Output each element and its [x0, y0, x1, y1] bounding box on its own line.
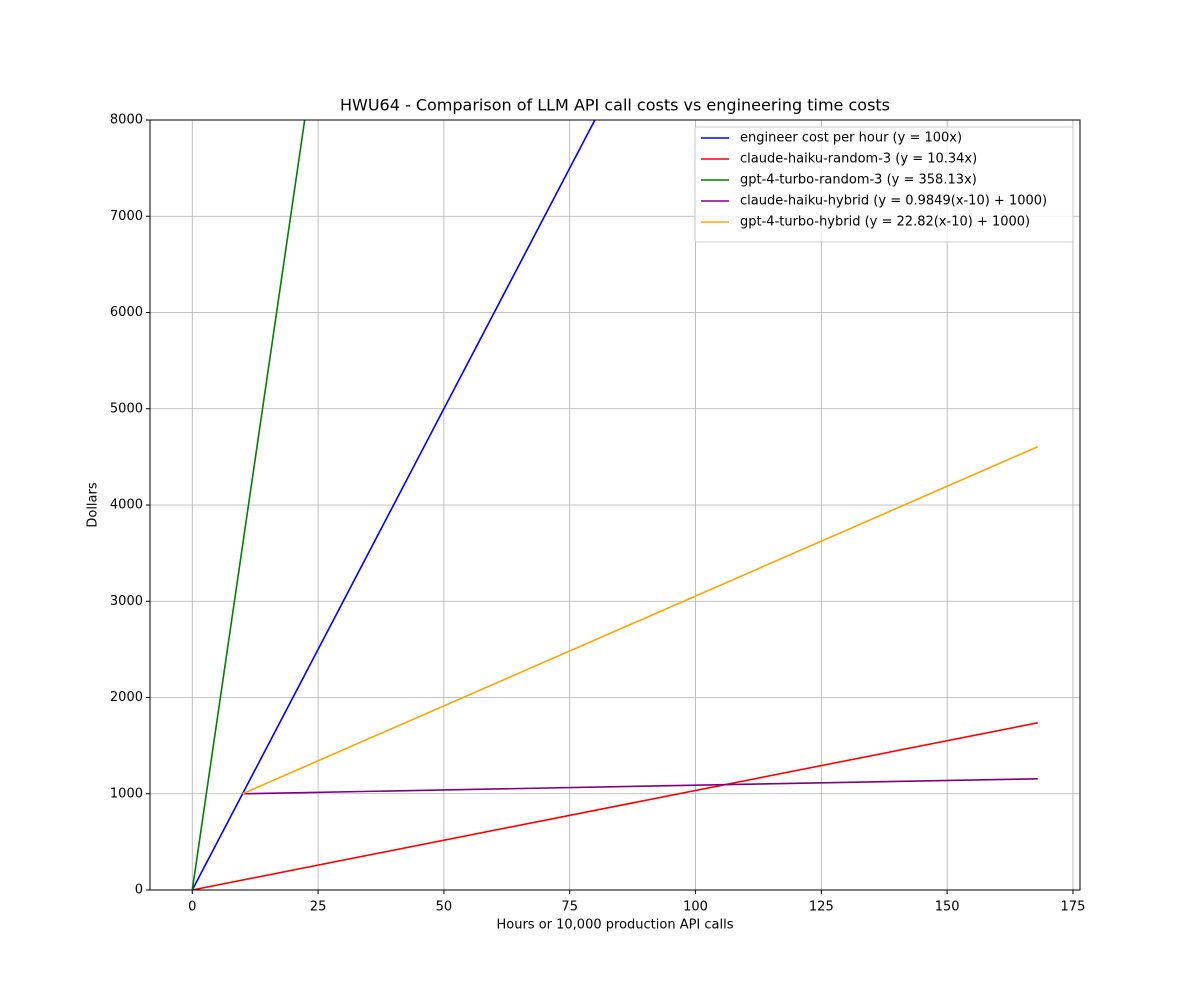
x-tick-label: 125 [809, 900, 834, 915]
line [191, 120, 596, 890]
y-tick-label: 3000 [110, 594, 143, 609]
legend-label: engineer cost per hour (y = 100x) [740, 131, 962, 146]
y-tick-label: 4000 [110, 498, 143, 513]
y-tick-label: 8000 [110, 113, 143, 128]
y-tick-label: 7000 [110, 209, 143, 224]
legend-box [694, 126, 1074, 243]
y-axis-label: Dollars [86, 482, 101, 527]
x-tick-label: 25 [310, 900, 327, 915]
x-tick-label: 75 [561, 900, 578, 915]
y-tick-label: 5000 [110, 401, 143, 416]
y-tick-label: 1000 [110, 786, 143, 801]
plot-lines [191, 120, 1039, 890]
x-tick-label: 175 [1061, 900, 1086, 915]
y-tick-label: 2000 [110, 690, 143, 705]
legend-label: claude-haiku-random-3 (y = 10.34x) [740, 152, 977, 167]
legend-label: gpt-4-turbo-hybrid (y = 22.82(x-10) + 10… [740, 215, 1030, 230]
legend-label: gpt-4-turbo-random-3 (y = 358.13x) [740, 173, 977, 188]
line [242, 445, 1039, 795]
x-tick-label: 50 [436, 900, 453, 915]
line [192, 722, 1038, 890]
legend-label: claude-haiku-hybrid (y = 0.9849(x-10) + … [740, 194, 1047, 209]
line [242, 777, 1038, 795]
x-tick-label: 0 [188, 900, 196, 915]
x-tick-label: 150 [935, 900, 960, 915]
y-tick-label: 6000 [110, 305, 143, 320]
x-tick-label: 100 [683, 900, 708, 915]
chart-title: HWU64 - Comparison of LLM API call costs… [340, 96, 890, 115]
y-tick-label: 0 [135, 883, 143, 898]
plot-frame [149, 119, 1081, 891]
x-axis-label: Hours or 10,000 production API calls [496, 918, 733, 933]
